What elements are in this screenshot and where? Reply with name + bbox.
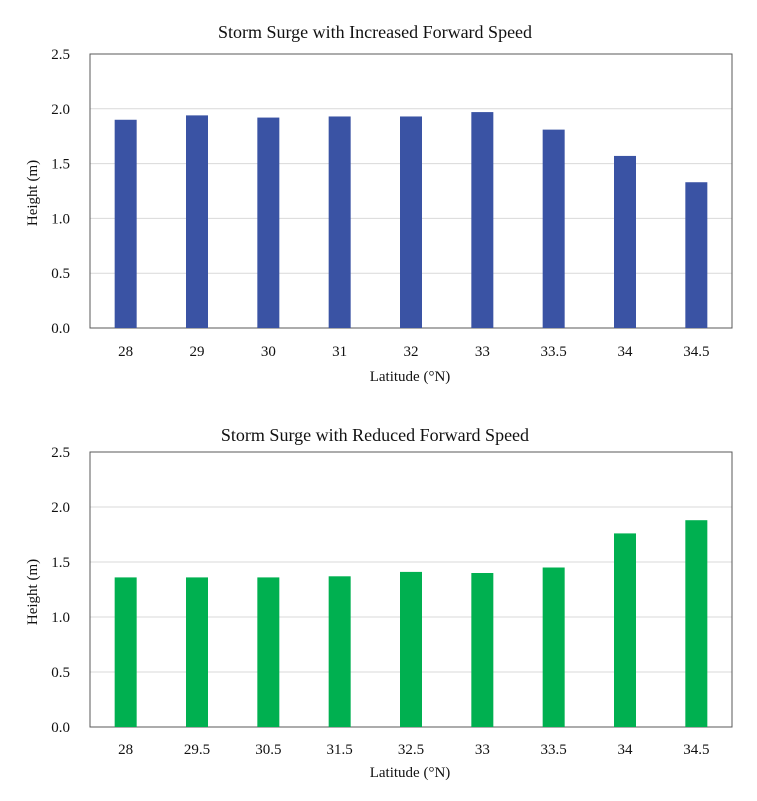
x-tick-label: 33.5	[541, 742, 567, 758]
x-tick-label: 34	[618, 344, 634, 360]
y-tick-label: 0.0	[51, 321, 70, 337]
y-tick-label: 2.5	[51, 47, 70, 63]
y-tick-label: 1.5	[51, 555, 70, 571]
x-tick-label: 28	[118, 742, 133, 758]
bar	[114, 577, 137, 727]
bar	[257, 117, 280, 329]
bar	[186, 115, 208, 328]
x-tick-label: 34.5	[683, 742, 709, 758]
x-tick-label: 30.5	[255, 742, 281, 758]
x-tick-label: 34.5	[683, 344, 709, 360]
bar	[542, 129, 565, 328]
y-tick-label: 1.5	[51, 157, 70, 173]
x-tick-label: 32	[404, 344, 419, 360]
chart-increased-forward-speed: Storm Surge with Increased Forward Speed…	[25, 22, 733, 385]
bar	[542, 567, 565, 727]
y-tick-label: 0.5	[51, 665, 70, 681]
bar	[614, 533, 636, 727]
bar	[614, 155, 636, 328]
x-tick-label: 31.5	[327, 742, 353, 758]
y-tick-label: 0.0	[51, 720, 70, 736]
x-axis-label: Latitude (°N)	[370, 765, 451, 781]
x-tick-label: 28	[118, 344, 133, 360]
y-tick-label: 2.0	[51, 500, 70, 516]
bar	[328, 116, 351, 328]
x-tick-label: 30	[261, 344, 276, 360]
bar	[400, 571, 422, 727]
bar	[114, 119, 137, 328]
x-tick-label: 33	[475, 344, 490, 360]
x-tick-label: 29	[190, 344, 205, 360]
x-tick-label: 33	[475, 742, 490, 758]
bar	[685, 182, 708, 328]
y-tick-label: 2.0	[51, 102, 70, 118]
chart-reduced-forward-speed: Storm Surge with Reduced Forward Speed L…	[25, 425, 733, 781]
x-axis-label: Latitude (°N)	[370, 369, 451, 385]
bar	[471, 112, 494, 328]
y-axis-label: Height (m)	[25, 559, 41, 625]
bar	[471, 573, 494, 727]
bar	[400, 116, 422, 328]
chart-title: Storm Surge with Increased Forward Speed	[218, 22, 532, 42]
x-tick-label: 34	[618, 742, 634, 758]
bar	[186, 577, 208, 727]
x-tick-label: 32.5	[398, 742, 424, 758]
y-tick-label: 1.0	[51, 211, 70, 227]
bar	[685, 520, 708, 727]
y-axis-label: Height (m)	[25, 160, 41, 226]
y-tick-label: 1.0	[51, 610, 70, 626]
chart-title: Storm Surge with Reduced Forward Speed	[221, 425, 529, 445]
bar	[328, 576, 351, 727]
y-tick-label: 2.5	[51, 445, 70, 461]
bar	[257, 577, 280, 727]
x-tick-label: 33.5	[541, 344, 567, 360]
y-tick-label: 0.5	[51, 266, 70, 282]
x-tick-label: 29.5	[184, 742, 210, 758]
x-tick-label: 31	[332, 344, 347, 360]
